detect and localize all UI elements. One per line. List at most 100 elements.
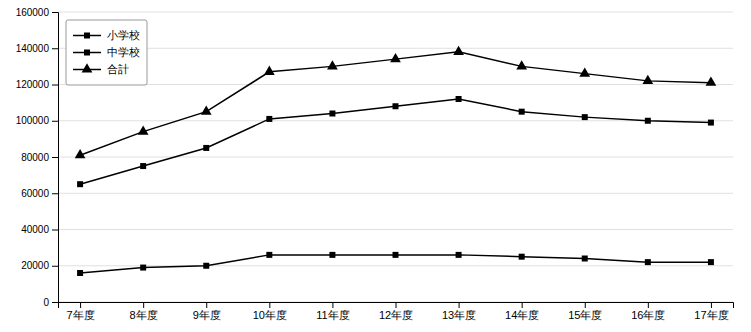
- y-axis-line: [52, 13, 59, 303]
- y-tick-label: 20000: [21, 260, 49, 271]
- legend-label: 小学校: [107, 29, 140, 42]
- marker: [201, 105, 212, 114]
- marker: [329, 252, 335, 258]
- x-tick: 15年度: [568, 302, 602, 321]
- legend-marker: [84, 50, 90, 56]
- x-axis: 7年度8年度9年度10年度11年度12年度13年度14年度15年度16年度17年…: [59, 302, 734, 321]
- marker: [456, 96, 462, 102]
- y-tick-mark: [52, 230, 58, 231]
- y-tick-label: 160000: [16, 7, 50, 18]
- y-tick: 0: [43, 297, 58, 308]
- y-tick-label: 140000: [16, 43, 50, 54]
- x-tick: 16年度: [631, 302, 665, 321]
- chart: 7年度8年度9年度10年度11年度12年度13年度14年度15年度16年度17年…: [0, 0, 751, 332]
- marker: [453, 46, 464, 55]
- marker: [708, 259, 714, 265]
- y-tick: 20000: [21, 260, 58, 271]
- series: [75, 46, 717, 159]
- marker: [582, 114, 588, 120]
- grid-line: [58, 229, 733, 230]
- marker: [203, 145, 209, 151]
- y-tick-label: 80000: [21, 152, 49, 163]
- legend-label: 合計: [107, 63, 129, 76]
- y-tick-mark: [52, 48, 58, 49]
- y-tick-mark: [52, 193, 58, 194]
- marker: [393, 252, 399, 258]
- x-tick-label: 13年度: [442, 309, 476, 321]
- y-tick: 100000: [16, 115, 58, 126]
- line: [80, 99, 711, 184]
- y-tick: 80000: [21, 152, 58, 163]
- grid-line: [58, 157, 733, 158]
- y-tick-mark: [52, 157, 58, 158]
- marker: [516, 60, 527, 69]
- x-tick-label: 11年度: [316, 309, 349, 321]
- x-tick-label: 16年度: [631, 309, 665, 321]
- x-tick-label: 10年度: [253, 309, 287, 321]
- x-tick: 7年度: [67, 302, 95, 321]
- x-tick-label: 12年度: [379, 309, 413, 321]
- marker: [138, 125, 149, 134]
- y-tick: 140000: [16, 43, 58, 54]
- y-tick: 160000: [16, 7, 58, 18]
- marker: [582, 256, 588, 262]
- marker: [519, 109, 525, 115]
- marker: [266, 252, 272, 258]
- y-tick-mark: [52, 85, 58, 86]
- legend-item: 合計: [73, 63, 129, 76]
- x-tick: 13年度: [442, 302, 476, 321]
- x-tick-mark: [206, 302, 207, 308]
- legend: 小学校中学校合計: [66, 20, 147, 85]
- legend-box: [66, 20, 147, 85]
- x-tick-mark: [80, 302, 81, 308]
- x-tick: 11年度: [316, 302, 349, 321]
- marker: [645, 118, 651, 124]
- y-tick: 120000: [16, 79, 58, 90]
- marker: [645, 259, 651, 265]
- x-tick: 10年度: [253, 302, 287, 321]
- grid: [58, 12, 733, 302]
- y-axis: 0 20000 40000 60000 80000 100000 120000 140000 1…: [16, 7, 59, 308]
- marker: [456, 252, 462, 258]
- x-tick-mark: [648, 302, 649, 308]
- x-tick-mark: [585, 302, 586, 308]
- legend-marker: [84, 33, 90, 39]
- grid-line: [58, 84, 733, 85]
- series: [77, 96, 714, 187]
- x-tick-mark: [143, 302, 144, 308]
- y-tick-label: 0: [43, 297, 49, 308]
- y-tick-mark: [52, 12, 58, 13]
- y-tick-mark: [52, 121, 58, 122]
- x-tick-label: 7年度: [67, 309, 95, 321]
- x-axis-line: [59, 303, 734, 309]
- legend-item: 中学校: [73, 46, 140, 59]
- marker: [266, 116, 272, 122]
- marker: [140, 163, 146, 169]
- marker: [140, 265, 146, 271]
- x-tick-mark: [332, 302, 333, 308]
- x-tick-label: 14年度: [505, 309, 539, 321]
- marker: [519, 254, 525, 260]
- marker: [708, 120, 714, 126]
- legend-items: 小学校中学校合計: [73, 29, 140, 76]
- marker: [327, 60, 338, 69]
- x-tick-mark: [711, 302, 712, 308]
- x-tick: 12年度: [379, 302, 413, 321]
- marks: [75, 46, 717, 276]
- x-tick-label: 15年度: [568, 309, 602, 321]
- x-tick-mark: [522, 302, 523, 308]
- grid-line: [58, 265, 733, 266]
- marker: [329, 111, 335, 117]
- marker: [77, 270, 83, 276]
- x-tick-mark: [459, 302, 460, 308]
- legend-marker: [82, 63, 93, 72]
- x-tick: 14年度: [505, 302, 539, 321]
- y-tick-label: 60000: [21, 188, 49, 199]
- line: [80, 52, 711, 155]
- y-tick-mark: [52, 266, 58, 267]
- marker: [264, 66, 275, 75]
- y-tick-label: 40000: [21, 224, 49, 235]
- marker: [393, 103, 399, 109]
- marker: [75, 149, 86, 158]
- grid-line: [58, 48, 733, 49]
